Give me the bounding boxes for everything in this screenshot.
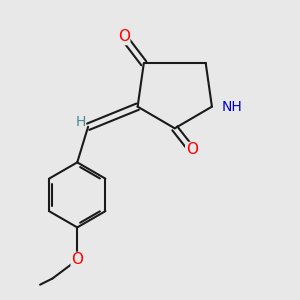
Text: O: O — [71, 252, 83, 267]
Text: H: H — [75, 115, 85, 129]
Text: O: O — [118, 29, 130, 44]
Text: O: O — [186, 142, 198, 158]
Text: NH: NH — [221, 100, 242, 114]
